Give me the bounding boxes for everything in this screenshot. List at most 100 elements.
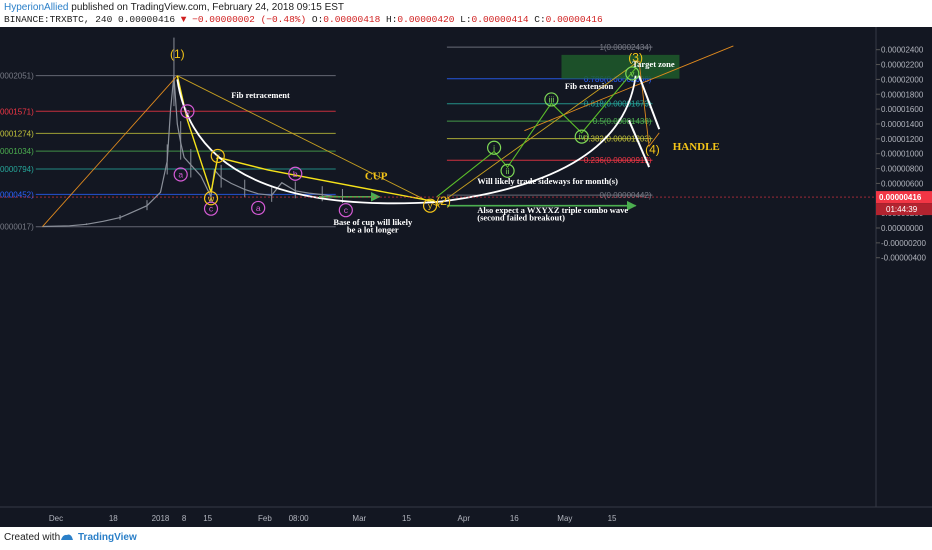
x-axis: Dec 18 2018 8 15 Feb 08:00 Mar 15 Apr 16 May 15: [0, 506, 932, 527]
fib-extension-label: 0.618(0.00001673): [584, 100, 652, 109]
fib-extension-label: 0.5(0.00001438): [593, 117, 652, 126]
y-tick-label: 0.00002000: [881, 75, 924, 84]
wave-label: a: [256, 203, 261, 213]
x-tick-label: Dec: [49, 514, 63, 523]
wave-label: (2): [436, 194, 451, 208]
target-zone-group: [561, 54, 680, 79]
fib-extension-label: 0.382(0.00001203): [584, 135, 652, 144]
wave-label: c: [209, 204, 214, 214]
x-tick-label: May: [557, 514, 572, 523]
high-value: 0.00000420: [397, 14, 455, 25]
yellow-correction-2: [210, 156, 437, 203]
wave-label-circle: [625, 66, 640, 81]
fib-retracement-group: 0(0.00002051) 0.236(0.00001571) 0.382(0.00…: [0, 72, 336, 232]
wave-label-circle: [574, 129, 589, 144]
y-tick-label: 0.00000600: [881, 179, 924, 188]
y-tick-label: -0.00000400: [881, 254, 926, 263]
drawings-group: [0, 45, 876, 227]
wave-label: b: [185, 106, 190, 116]
price-series-group: [42, 37, 343, 228]
fib-extension-title: Fib extension: [565, 81, 614, 91]
x-tick-label: 15: [402, 514, 411, 523]
close-value: 0.00000416: [545, 14, 603, 25]
orange-wave-line-1: [42, 75, 178, 227]
wave-label-circle: [487, 140, 502, 155]
tradingview-brand-link[interactable]: TradingView: [78, 532, 137, 543]
y-tick-label: 0.00001200: [881, 135, 924, 144]
wave-label-circle: [180, 104, 195, 119]
x-tick-label: 15: [203, 514, 212, 523]
y-axis-bg: [876, 27, 932, 507]
x-tick-label: 16: [510, 514, 519, 523]
wave-label: a: [178, 170, 183, 180]
expect-note-1: Also expect a WXYXZ triple combo wave: [477, 205, 628, 215]
published-text: published on TradingView.com, February 2…: [71, 2, 345, 13]
chart-header: HyperionAllied published on TradingView.…: [0, 0, 932, 27]
wave-label: y: [428, 201, 433, 211]
fib-retracement-label: 0.5(0.00001034): [0, 147, 34, 156]
wave-label: (4): [645, 143, 660, 157]
fib-retracement-label: 0.618(0.00000794): [0, 165, 34, 174]
fib-extension-label: 1(0.00002434): [599, 43, 651, 52]
ohlc-line: BINANCE:TRXBTC, 240 0.00000416 ▼ −0.0000…: [4, 14, 603, 25]
x-tick-label: Apr: [458, 514, 471, 523]
y-tick-label: 0.00000000: [881, 224, 924, 233]
x-tick-label: Mar: [352, 514, 366, 523]
fib-retracement-label: 0(0.00002051): [0, 72, 34, 81]
publish-line: HyperionAllied published on TradingView.…: [4, 2, 344, 13]
handle-line-2: [627, 119, 651, 168]
y-tick-label: 0.00001400: [881, 120, 924, 129]
x-tick-label: Feb: [258, 514, 272, 523]
chart-svg[interactable]: 0(0.00002051) 0.236(0.00001571) 0.382(0.00…: [0, 27, 932, 527]
fib-extension-label: 0.236(0.00000912): [584, 156, 652, 165]
wave-label: v: [630, 68, 635, 78]
high-label: H:: [386, 14, 398, 25]
target-zone-rect: [561, 54, 680, 79]
y-tick-label: 0.00001000: [881, 150, 924, 159]
cup-label: CUP: [365, 171, 388, 183]
x-axis-bg: [0, 507, 932, 527]
green-projection-path: [436, 67, 637, 198]
low-value: 0.00000414: [471, 14, 529, 25]
wave-label: iii: [549, 94, 555, 104]
fib-extension-label: 0.786(0.00002008): [584, 75, 652, 84]
open-label: O:: [311, 14, 324, 25]
y-tick-label: 0.00001600: [881, 105, 924, 114]
y-tick-label: 0.00000800: [881, 165, 924, 174]
orange-wave-line-4: [436, 60, 640, 207]
sideways-note: Will likely trade sideways for month(s): [477, 176, 618, 186]
price-tag-bg: [876, 191, 932, 204]
wave-label: w: [207, 193, 215, 203]
handle-label: HANDLE: [673, 141, 720, 153]
x-tick-label: 18: [109, 514, 118, 523]
cup-base-note-2: be a lot longer: [347, 224, 399, 234]
wave-label-circle: [210, 148, 225, 164]
wave-label-circle: [203, 201, 219, 216]
chart-area[interactable]: 0(0.00002051) 0.236(0.00001571) 0.382(0.00…: [0, 27, 932, 527]
change-value: −0.00000002 (−0.48%): [192, 14, 307, 25]
fib-extension-label: 0(0.00000442): [599, 191, 651, 200]
fib-retracement-title: Fib retracement: [231, 90, 290, 100]
annotation-texts-group: Fib retracement Fib extension Target zone C…: [231, 59, 720, 235]
target-zone-label: Target zone: [632, 59, 675, 69]
author-link[interactable]: HyperionAllied: [4, 2, 69, 13]
y-axis: 0.00002400 0.00002200 0.00002000 0.00001800…: [875, 27, 932, 507]
orange-wave-line-5: [638, 60, 660, 148]
x-tick-label: 15: [608, 514, 617, 523]
cup-base-note-1: Base of cup will likely: [333, 217, 413, 227]
created-with-text: Created with: [4, 532, 61, 543]
wave-label-circle: [500, 163, 515, 178]
low-label: L:: [460, 14, 472, 25]
wave-label-circle: [251, 200, 266, 216]
x-tick-label: 08:00: [289, 514, 310, 523]
wave-label: (1): [170, 47, 185, 61]
wave-label: b: [293, 169, 298, 179]
expect-note-2: (second failed breakout): [477, 213, 565, 223]
wave-label-circle: [203, 191, 219, 206]
wave-label-circle: [173, 167, 188, 182]
wave-label-circle: [288, 166, 303, 181]
price-tag-group: 0.00000416 01:44:39: [876, 191, 932, 216]
wave-label-circle: [422, 198, 438, 213]
y-tick-label: -0.00000200: [881, 239, 926, 248]
